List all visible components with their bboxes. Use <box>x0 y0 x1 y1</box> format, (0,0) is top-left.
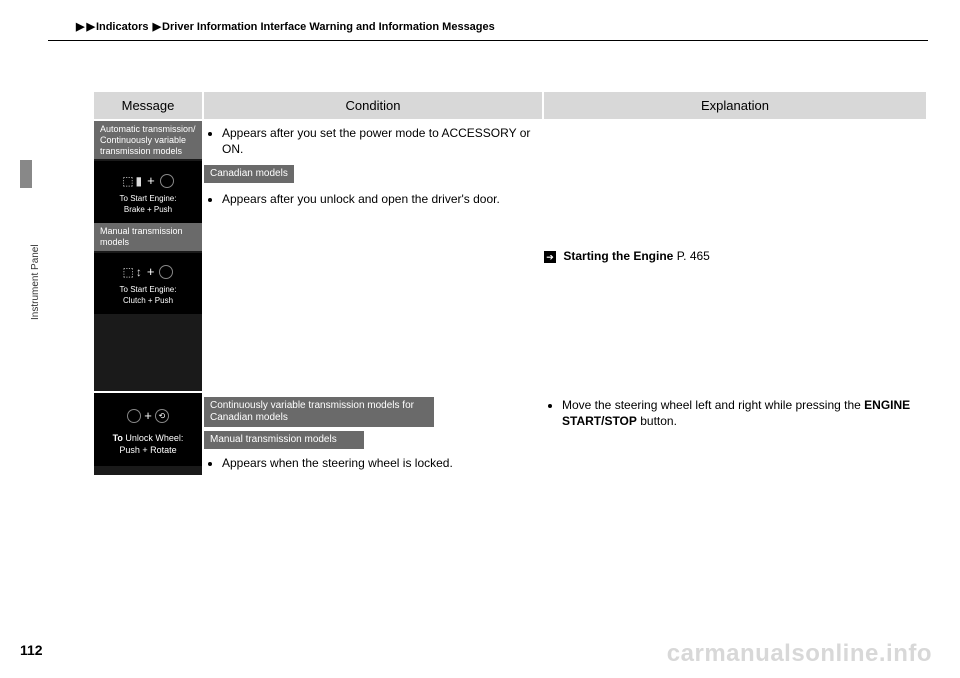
triangle-icon: ▶ <box>76 21 84 33</box>
breadcrumb-level1: Indicators <box>96 21 149 33</box>
reference-label: Starting the Engine <box>563 249 673 263</box>
button-icon <box>160 174 174 188</box>
steering-icon: ⟲ <box>155 409 169 423</box>
reference-arrow-icon: ➔ <box>544 251 556 263</box>
screen-text: Clutch + Push <box>98 296 198 306</box>
brake-push-icons: ⬚▮+ <box>98 171 198 188</box>
messages-table: Message Condition Explanation Automatic … <box>92 90 928 477</box>
breadcrumb: ▶▶Indicators ▶Driver Information Interfa… <box>75 20 495 33</box>
button-icon <box>127 409 141 423</box>
display-screen: ⬚↕+ To Start Engine: Clutch + Push <box>94 253 202 315</box>
explanation-bullet: Move the steering wheel left and right w… <box>562 397 926 429</box>
cross-reference: ➔ Starting the Engine P. 465 <box>544 249 710 263</box>
divider <box>48 40 928 41</box>
header-message: Message <box>93 91 203 120</box>
model-badge: Manual transmission models <box>94 223 202 251</box>
breadcrumb-level2: Driver Information Interface Warning and… <box>162 21 495 33</box>
screen-text-bold: To <box>113 433 123 443</box>
triangle-icon: ▶ <box>86 21 94 33</box>
button-icon <box>159 265 173 279</box>
side-tab <box>20 160 32 188</box>
side-label: Instrument Panel <box>30 244 41 320</box>
header-condition: Condition <box>203 91 543 120</box>
display-screen: ⬚▮+ To Start Engine: Brake + Push <box>94 161 202 223</box>
table-row: Automatic transmission/ Continuously var… <box>93 120 927 392</box>
page-number: 112 <box>20 642 43 658</box>
model-badge: Automatic transmission/ Continuously var… <box>94 121 202 159</box>
explanation-cell: ➔ Starting the Engine P. 465 <box>543 120 927 392</box>
condition-cell: Continuously variable transmission model… <box>203 392 543 476</box>
screen-text: Brake + Push <box>98 205 198 215</box>
condition-bullet: Appears after you unlock and open the dr… <box>222 191 542 207</box>
reference-page: P. 465 <box>677 249 710 263</box>
table-row: +⟲ To Unlock Wheel: Push + Rotate Contin… <box>93 392 927 476</box>
screen-text: To Start Engine: <box>98 285 198 295</box>
triangle-icon: ▶ <box>153 21 161 33</box>
condition-cell: Appears after you set the power mode to … <box>203 120 543 392</box>
push-rotate-icons: +⟲ <box>100 407 196 425</box>
display-screen: +⟲ To Unlock Wheel: Push + Rotate <box>94 393 202 466</box>
pedal-icon: ⬚↕ <box>123 265 144 279</box>
pedal-icon: ⬚▮ <box>122 174 144 188</box>
region-badge: Canadian models <box>204 165 294 183</box>
screen-text: To Start Engine: <box>98 194 198 204</box>
clutch-push-icons: ⬚↕+ <box>98 263 198 280</box>
watermark: carmanualsonline.info <box>667 640 932 668</box>
header-explanation: Explanation <box>543 91 927 120</box>
message-cell: Automatic transmission/ Continuously var… <box>93 120 203 392</box>
screen-text: Push + Rotate <box>100 445 196 457</box>
model-badge: Manual transmission models <box>204 431 364 449</box>
model-badge: Continuously variable transmission model… <box>204 397 434 427</box>
condition-bullet: Appears after you set the power mode to … <box>222 125 542 157</box>
explanation-cell: Move the steering wheel left and right w… <box>543 392 927 476</box>
message-cell: +⟲ To Unlock Wheel: Push + Rotate <box>93 392 203 476</box>
condition-bullet: Appears when the steering wheel is locke… <box>222 455 542 471</box>
screen-text: To Unlock Wheel: <box>100 433 196 445</box>
